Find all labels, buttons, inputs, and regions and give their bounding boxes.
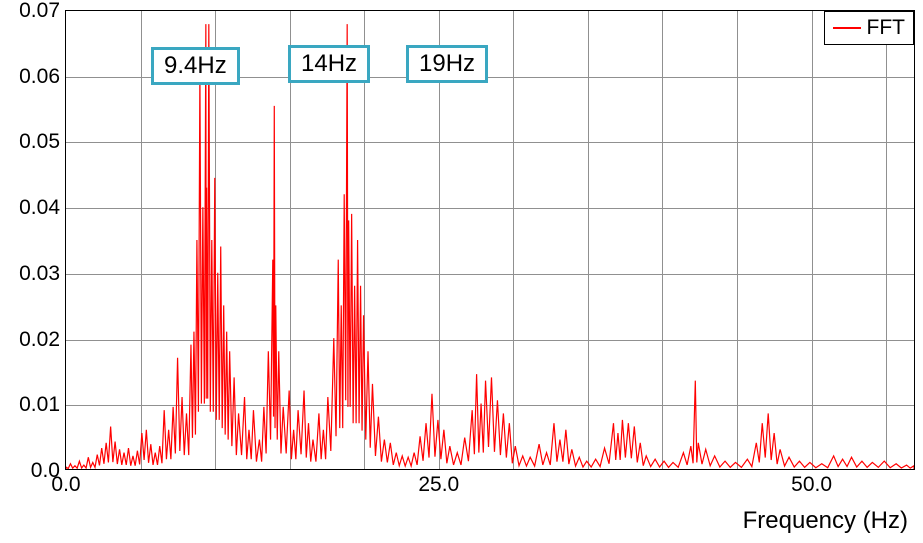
fft-line	[66, 24, 914, 469]
plot-area: FFT 0.00.010.020.030.040.050.060.070.025…	[65, 10, 915, 470]
x-tick-label: 0.0	[51, 469, 80, 497]
y-tick-label: 0.04	[19, 196, 66, 220]
y-tick-label: 0.07	[19, 0, 66, 23]
y-tick-label: 0.06	[19, 65, 66, 89]
legend-label: FFT	[867, 16, 905, 40]
x-tick-label: 25.0	[418, 469, 459, 497]
legend-line	[833, 27, 861, 29]
fft-chart: FFT 0.00.010.020.030.040.050.060.070.025…	[0, 0, 923, 543]
y-tick-label: 0.02	[19, 328, 66, 352]
peak-annotation: 14Hz	[288, 45, 370, 83]
peak-annotation: 19Hz	[406, 45, 488, 83]
y-tick-label: 0.01	[19, 393, 66, 417]
peak-annotation: 9.4Hz	[151, 47, 240, 85]
y-tick-label: 0.03	[19, 262, 66, 286]
y-tick-label: 0.05	[19, 130, 66, 154]
legend: FFT	[824, 11, 914, 45]
x-axis-title: Frequency (Hz)	[743, 507, 908, 535]
x-tick-label: 50.0	[791, 469, 832, 497]
